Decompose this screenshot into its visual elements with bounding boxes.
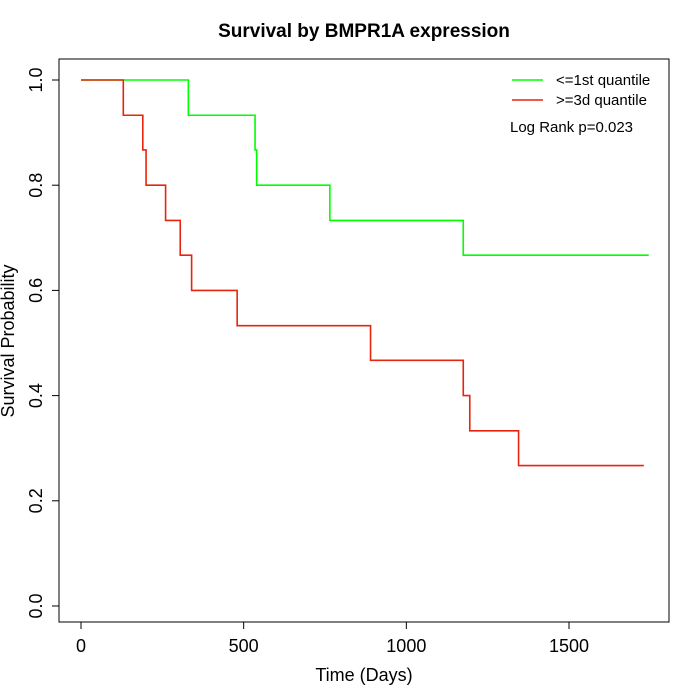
x-axis-label: Time (Days) (315, 665, 412, 685)
series-line-0 (81, 79, 649, 256)
legend-label-1: >=3d quantile (556, 92, 647, 109)
y-tick-label: 0.0 (26, 593, 46, 618)
y-tick-label: 0.4 (26, 383, 46, 408)
legend-label-0: <=1st quantile (556, 72, 650, 89)
x-axis: 0 500 1000 1500 (76, 621, 589, 656)
log-rank-annotation: Log Rank p=0.023 (510, 119, 633, 136)
x-tick-label: 500 (229, 636, 259, 656)
legend: <=1st quantile >=3d quantile (512, 72, 650, 109)
y-axis-label: Survival Probability (0, 264, 18, 417)
chart-title: Survival by BMPR1A expression (218, 21, 510, 42)
y-tick-label: 0.6 (26, 278, 46, 303)
x-tick-label: 0 (76, 636, 86, 656)
series-line-1 (81, 79, 644, 467)
y-tick-label: 0.2 (26, 488, 46, 513)
y-axis: 0.0 0.2 0.4 0.6 0.8 1.0 (26, 67, 60, 619)
y-tick-label: 1.0 (26, 67, 46, 92)
series-layer (81, 79, 649, 467)
y-tick-label: 0.8 (26, 173, 46, 198)
x-tick-label: 1000 (386, 636, 426, 656)
x-tick-label: 1500 (549, 636, 589, 656)
